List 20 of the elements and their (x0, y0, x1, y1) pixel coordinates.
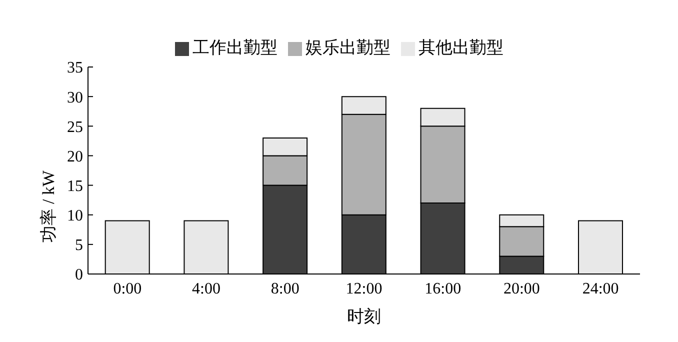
y-tick-label: 0 (75, 266, 83, 284)
y-tick-label: 15 (67, 178, 83, 195)
x-tick-label: 8:00 (270, 280, 300, 298)
legend-label: 其他出勤型 (418, 38, 504, 57)
x-tick-label: 24:00 (582, 280, 619, 298)
x-tick-label: 0:00 (113, 280, 142, 298)
y-tick-label: 20 (67, 148, 83, 166)
x-tick-label: 20:00 (503, 280, 540, 298)
y-tick-label: 25 (67, 118, 83, 136)
y-tick-label: 30 (67, 89, 83, 106)
x-tick-label: 4:00 (192, 280, 221, 298)
y-tick-label: 10 (67, 208, 83, 225)
x-tick-label: 16:00 (424, 280, 462, 298)
legend-label: 娱乐出勤型 (306, 38, 390, 57)
y-axis-title: 功率 / kW (39, 170, 58, 242)
y-tick-label: 5 (75, 237, 83, 254)
x-tick-label: 12:00 (346, 280, 382, 298)
x-axis-title: 时刻 (347, 307, 381, 326)
legend-label: 工作出勤型 (192, 38, 278, 57)
y-tick-label: 35 (67, 60, 83, 77)
